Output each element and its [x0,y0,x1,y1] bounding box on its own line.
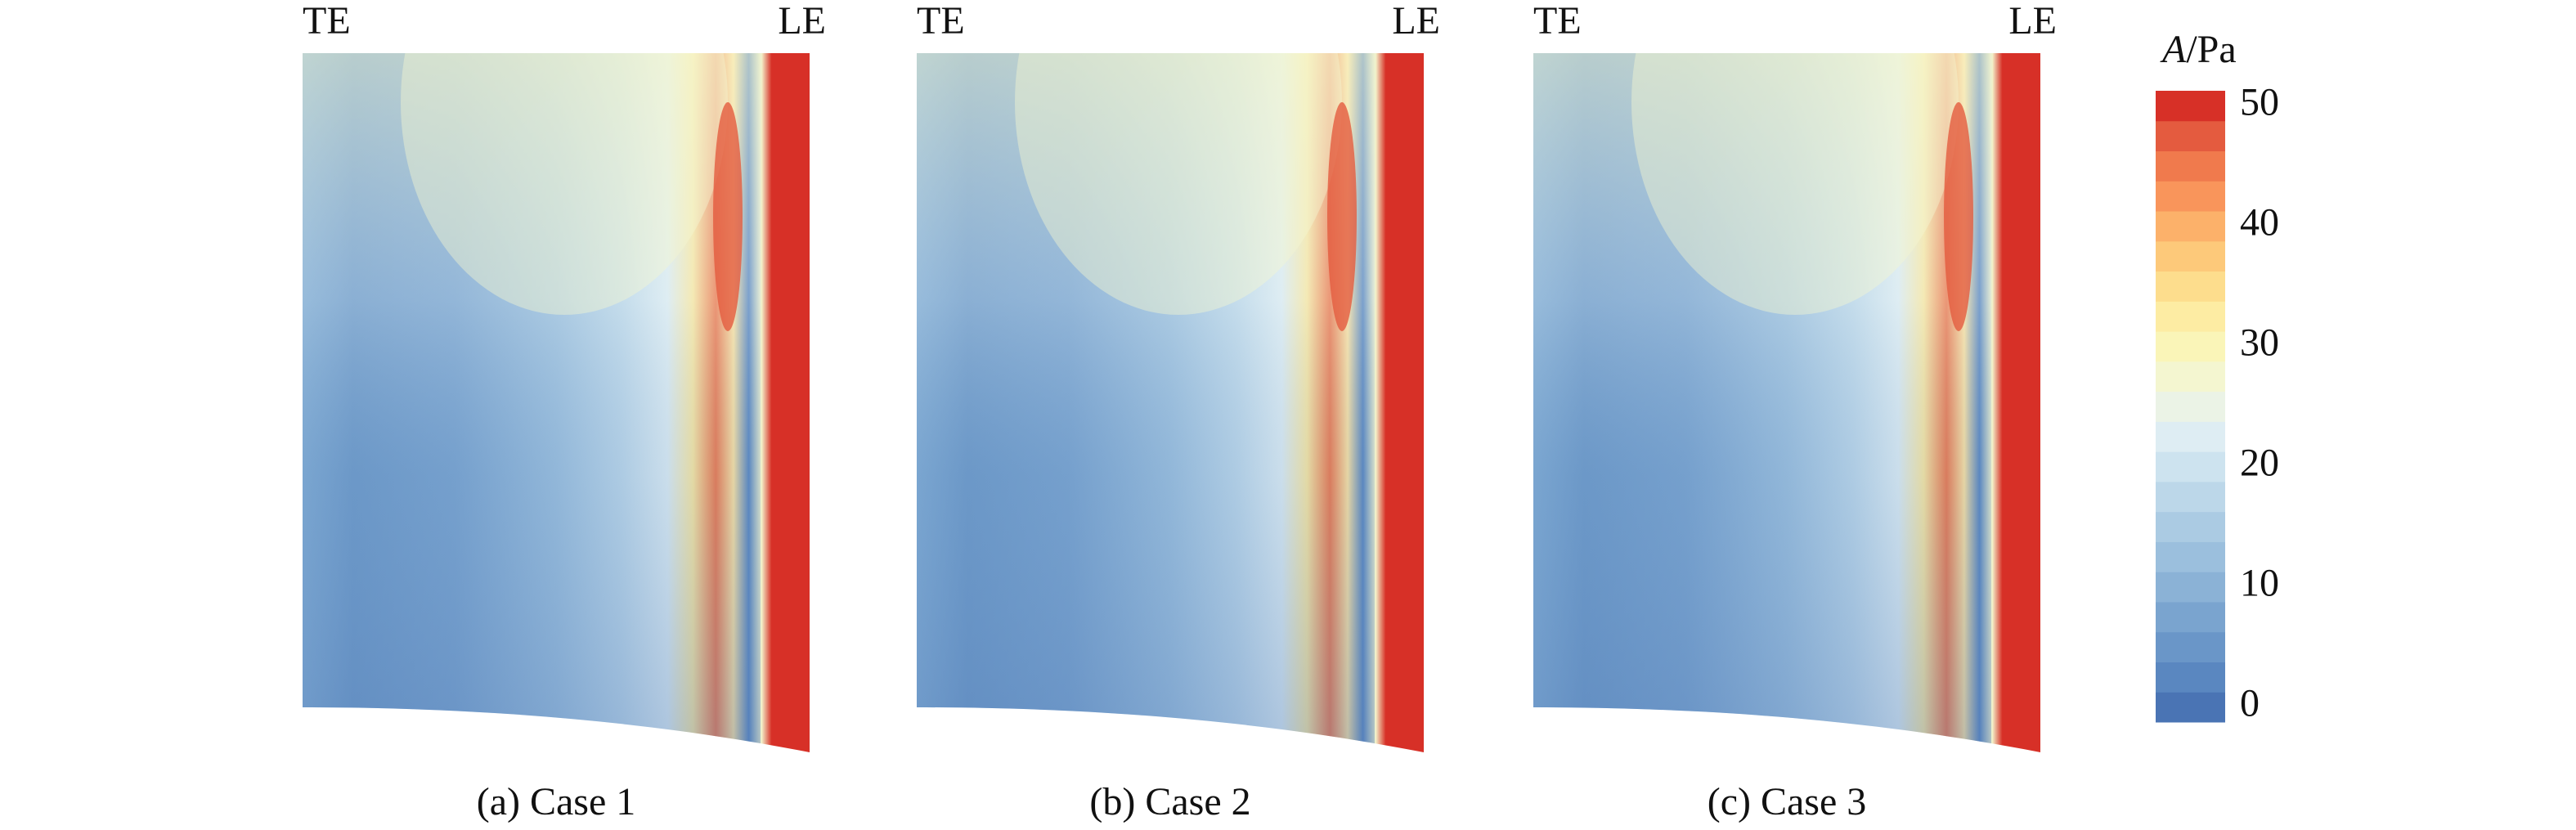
colorbar-band [2156,331,2225,362]
colorbar-band [2156,572,2225,603]
colorbar-tick-label: 20 [2240,442,2279,485]
colorbar-band [2156,361,2225,393]
contour-panel [917,53,1424,752]
field-peak [1944,102,1973,331]
field-shade [917,53,1375,752]
panel-caption: (b) Case 2 [1089,780,1250,823]
panel-caption: (a) Case 1 [477,780,636,823]
colorbar-tick-label: 50 [2240,80,2279,123]
colorbar-tick-label: 30 [2240,321,2279,364]
colorbar-band [2156,662,2225,693]
contour-panel [303,53,810,752]
colorbar-band [2156,240,2225,272]
panel-left-label: TE [303,0,351,43]
colorbar-tick-label: 0 [2240,682,2260,725]
colorbar-band [2156,541,2225,572]
panel-caption: (c) Case 3 [1708,780,1867,823]
colorbar-band [2156,421,2225,452]
field-highlight [1015,53,1342,315]
field-highlight [401,53,728,315]
panel-right-label: LE [778,0,826,43]
field-shade [303,53,761,752]
colorbar-band [2156,181,2225,212]
colorbar-band [2156,391,2225,422]
panel-left-label: TE [1533,0,1582,43]
colorbar-tick-label: 40 [2240,200,2279,244]
colorbar-band [2156,601,2225,633]
label-symbol: A [2160,28,2187,71]
field-peak [713,102,743,331]
colorbar-band [2156,120,2225,152]
colorbar-band [2156,91,2225,122]
panel-left-label: TE [917,0,965,43]
contour-field [1533,53,2040,752]
panel-right-label: LE [2008,0,2057,43]
contour-field [917,53,1424,752]
contour-panel [1533,53,2040,752]
field-shade [1533,53,1991,752]
colorbar-band [2156,631,2225,662]
field-peak [1327,102,1357,331]
colorbar-band [2156,301,2225,332]
colorbar-band [2156,271,2225,302]
colorbar-band [2156,150,2225,182]
colorbar-label: A/Pa [2160,28,2237,71]
colorbar-band [2156,451,2225,482]
colorbar-band [2156,511,2225,542]
colorbar-band [2156,692,2225,723]
colorbar-tick-label: 10 [2240,562,2279,605]
colorbar-band [2156,211,2225,242]
colorbar-band [2156,481,2225,513]
contour-field [303,53,810,752]
panel-right-label: LE [1392,0,1440,43]
field-highlight [1631,53,1959,315]
label-unit: /Pa [2186,28,2236,71]
